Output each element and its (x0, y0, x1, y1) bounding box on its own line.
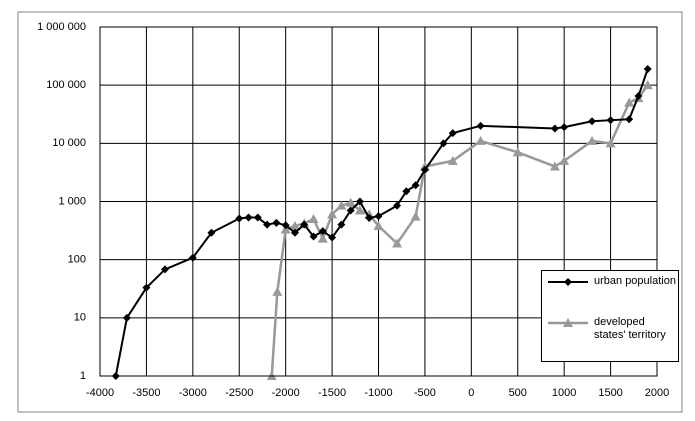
data-point (550, 124, 559, 133)
legend: urban population developed states' terri… (541, 270, 679, 362)
data-point (625, 115, 634, 124)
x-tick-label: 1000 (552, 387, 576, 399)
data-point (634, 92, 643, 101)
legend-marker (564, 278, 572, 286)
x-tick-label: -3000 (179, 387, 207, 399)
data-point (235, 214, 244, 223)
data-point (439, 139, 448, 148)
legend-symbols (548, 278, 588, 327)
data-point (643, 64, 652, 73)
x-tick-label: 1500 (598, 387, 622, 399)
data-point (289, 220, 300, 230)
data-point (308, 214, 319, 224)
y-tick-label: 100 (68, 254, 86, 266)
data-point (300, 220, 309, 229)
data-point (309, 232, 318, 241)
data-point (336, 200, 347, 210)
x-tick-label: -500 (414, 387, 436, 399)
data-point (188, 253, 197, 262)
chart-frame (17, 11, 683, 413)
data-point (393, 201, 402, 210)
plot-border (99, 26, 658, 377)
data-point (290, 228, 299, 237)
data-point (272, 286, 283, 296)
data-point (345, 197, 356, 207)
y-tick-label: 1 000 000 (37, 21, 86, 33)
data-point (560, 123, 569, 132)
data-point (354, 205, 365, 215)
y-tick-label: 1 000 (58, 195, 86, 207)
x-tick-label: 2000 (645, 387, 669, 399)
data-point (410, 211, 421, 221)
data-point (253, 213, 262, 222)
y-tick-label: 100 000 (46, 79, 86, 91)
data-point (512, 147, 523, 157)
data-point (207, 228, 216, 237)
data-point (476, 121, 485, 130)
data-point (272, 218, 281, 227)
data-point (411, 181, 420, 190)
x-tick-label: -3500 (132, 387, 160, 399)
data-point (355, 197, 364, 206)
legend-marker (563, 318, 573, 327)
data-point (392, 238, 403, 248)
data-point (281, 221, 290, 230)
y-tick-label: 10 (74, 312, 86, 324)
legend-label: urban population (594, 275, 676, 287)
x-tick-label: -2500 (225, 387, 253, 399)
data-point (588, 117, 597, 126)
data-point (364, 209, 375, 219)
data-point (365, 214, 374, 223)
data-point (448, 129, 457, 138)
x-tick-label: -1000 (364, 387, 392, 399)
x-tick-label: 0 (468, 387, 474, 399)
data-point (402, 187, 411, 196)
data-point (587, 135, 598, 145)
legend-label: developed states' territory (594, 316, 666, 341)
x-tick-label: 500 (509, 387, 527, 399)
data-point (327, 209, 338, 219)
data-point (374, 212, 383, 221)
x-tick-label: -1500 (318, 387, 346, 399)
data-point (373, 220, 384, 230)
data-point (263, 220, 272, 229)
data-point (122, 313, 131, 322)
data-point (559, 155, 570, 165)
data-point (317, 233, 328, 243)
data-point (549, 161, 560, 171)
data-point (160, 265, 169, 274)
data-point (642, 80, 653, 90)
x-tick-label: -2000 (272, 387, 300, 399)
data-point (346, 206, 355, 215)
data-point (142, 283, 151, 292)
data-point (605, 138, 616, 148)
data-point (337, 220, 346, 229)
data-point (447, 155, 458, 165)
y-tick-label: 1 (80, 370, 86, 382)
data-point (244, 213, 253, 222)
data-point (420, 165, 429, 174)
data-point (606, 116, 615, 125)
data-point (475, 135, 486, 145)
data-point (318, 227, 327, 236)
data-point (624, 97, 635, 107)
y-tick-label: 10 000 (52, 137, 86, 149)
data-point (328, 233, 337, 242)
x-tick-label: -4000 (86, 387, 114, 399)
